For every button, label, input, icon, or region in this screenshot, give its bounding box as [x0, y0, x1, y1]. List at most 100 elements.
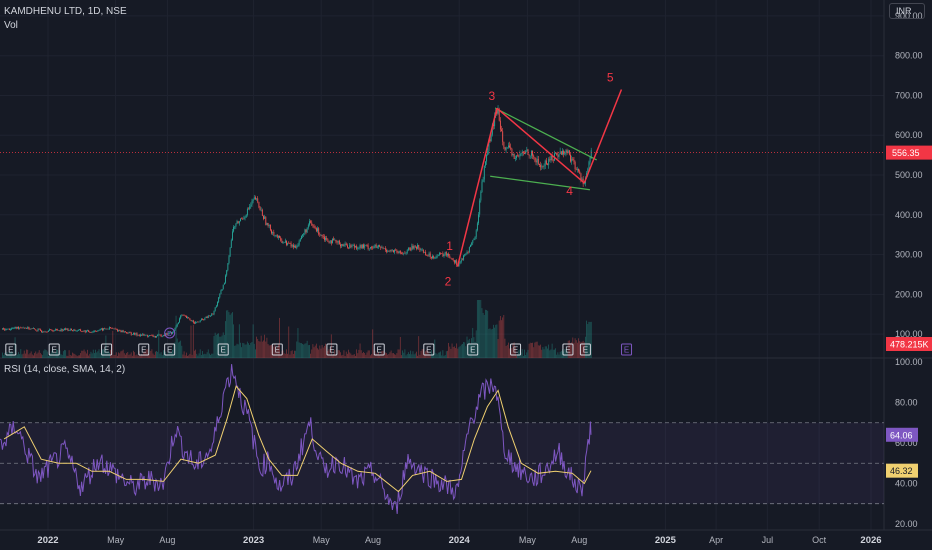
- earnings-event[interactable]: E: [510, 343, 522, 356]
- symbol-title[interactable]: KAMDHENU LTD, 1D, NSE: [4, 6, 127, 17]
- candle-body: [513, 153, 515, 160]
- earnings-marker[interactable]: [562, 343, 574, 356]
- earnings-event[interactable]: E: [101, 343, 113, 356]
- volume-bar: [347, 353, 348, 358]
- earnings-event[interactable]: E: [326, 343, 338, 356]
- volume-bar: [426, 349, 428, 358]
- volume-bar: [298, 342, 300, 358]
- dividend-label: D: [167, 331, 172, 338]
- earnings-label: E: [8, 346, 13, 355]
- candle-body: [551, 156, 553, 161]
- candle-body: [470, 244, 471, 248]
- earnings-marker[interactable]: [510, 343, 522, 356]
- volume-bar: [403, 352, 405, 358]
- candle-body: [150, 335, 152, 336]
- volume-bar: [95, 349, 96, 358]
- rsi-line[interactable]: [0, 364, 592, 514]
- volume-bar: [87, 349, 88, 358]
- volume-bar: [503, 314, 505, 358]
- volume-bar: [361, 353, 363, 358]
- candle-body: [455, 260, 456, 263]
- candle-body: [26, 327, 28, 329]
- candle-body: [463, 255, 465, 260]
- earnings-event[interactable]: E: [579, 343, 591, 356]
- wave-segment[interactable]: [583, 89, 623, 184]
- earnings-event[interactable]: E: [562, 343, 574, 356]
- volume-bar: [570, 343, 571, 358]
- candle-body: [536, 158, 538, 163]
- earnings-event[interactable]: E: [138, 343, 150, 356]
- volume-bar: [206, 352, 208, 358]
- earnings-event[interactable]: E: [5, 343, 17, 356]
- earnings-marker[interactable]: [326, 343, 338, 356]
- volume-bar: [448, 342, 449, 358]
- candle-body: [46, 331, 48, 333]
- candle-body: [309, 221, 310, 225]
- volume-bar: [273, 346, 275, 358]
- candle-body: [545, 160, 547, 165]
- candle-body: [266, 223, 268, 225]
- currency-button[interactable]: INR: [889, 3, 925, 19]
- candle-body: [181, 314, 183, 316]
- candle-body: [84, 330, 86, 333]
- earnings-marker[interactable]: [467, 343, 479, 356]
- volume-bar: [28, 354, 30, 358]
- earnings-label: E: [377, 346, 382, 355]
- volume-bar: [230, 313, 232, 358]
- event-markers: E E E E E E E E E E E E E E E D: [5, 327, 633, 356]
- earnings-event[interactable]: E: [271, 343, 283, 356]
- wave-segment[interactable]: [496, 107, 585, 184]
- wedge-upper-line[interactable]: [494, 107, 597, 161]
- dividend-event[interactable]: D: [164, 327, 176, 339]
- earnings-event[interactable]: E: [373, 343, 385, 356]
- rsi-pane: [0, 364, 884, 514]
- volume-label[interactable]: Vol: [4, 20, 18, 31]
- rsi-title[interactable]: RSI (14, close, SMA, 14, 2): [4, 364, 126, 375]
- candle-body: [278, 235, 279, 238]
- earnings-event[interactable]: E: [467, 343, 479, 356]
- candle-body: [226, 270, 228, 276]
- time-tick-label: Jul: [762, 535, 774, 545]
- earnings-marker[interactable]: [621, 343, 633, 356]
- earnings-marker[interactable]: [138, 343, 150, 356]
- wedge-lower-line[interactable]: [490, 175, 590, 191]
- rsi-sma-line[interactable]: [3, 385, 592, 493]
- earnings-marker[interactable]: [164, 343, 176, 356]
- earnings-event[interactable]: E: [164, 343, 176, 356]
- volume-bar: [516, 355, 517, 358]
- candle-body: [242, 218, 244, 220]
- volume-bar: [15, 352, 17, 358]
- earnings-label: E: [52, 346, 57, 355]
- candle-body: [453, 260, 455, 263]
- earnings-marker[interactable]: [579, 343, 591, 356]
- earnings-marker[interactable]: [217, 343, 229, 356]
- earnings-marker[interactable]: [5, 343, 17, 356]
- candle-body: [173, 330, 175, 332]
- earnings-marker[interactable]: [48, 343, 60, 356]
- volume-bar: [302, 343, 303, 358]
- volume-bar: [234, 345, 236, 358]
- earnings-marker[interactable]: [373, 343, 385, 356]
- wave-segment[interactable]: [456, 108, 498, 267]
- candle-body: [98, 330, 100, 331]
- earnings-event[interactable]: E: [621, 343, 633, 356]
- earnings-marker[interactable]: [101, 343, 113, 356]
- earnings-marker[interactable]: [271, 343, 283, 356]
- price-tick-label: 900.00: [895, 11, 923, 21]
- dividend-marker[interactable]: [164, 327, 176, 339]
- candle-body: [347, 245, 348, 248]
- candle-body: [365, 245, 367, 246]
- earnings-marker[interactable]: [423, 343, 435, 356]
- volume-bar: [526, 352, 528, 358]
- volume-bar: [329, 355, 331, 358]
- volume-bar: [89, 353, 91, 358]
- earnings-event[interactable]: E: [48, 343, 60, 356]
- earnings-event[interactable]: E: [423, 343, 435, 356]
- volume-bar: [43, 350, 45, 358]
- candle-body: [236, 221, 238, 224]
- volume-bar: [386, 353, 387, 358]
- volume-bar: [410, 350, 412, 358]
- volume-bar: [265, 341, 267, 358]
- earnings-event[interactable]: E: [217, 343, 229, 356]
